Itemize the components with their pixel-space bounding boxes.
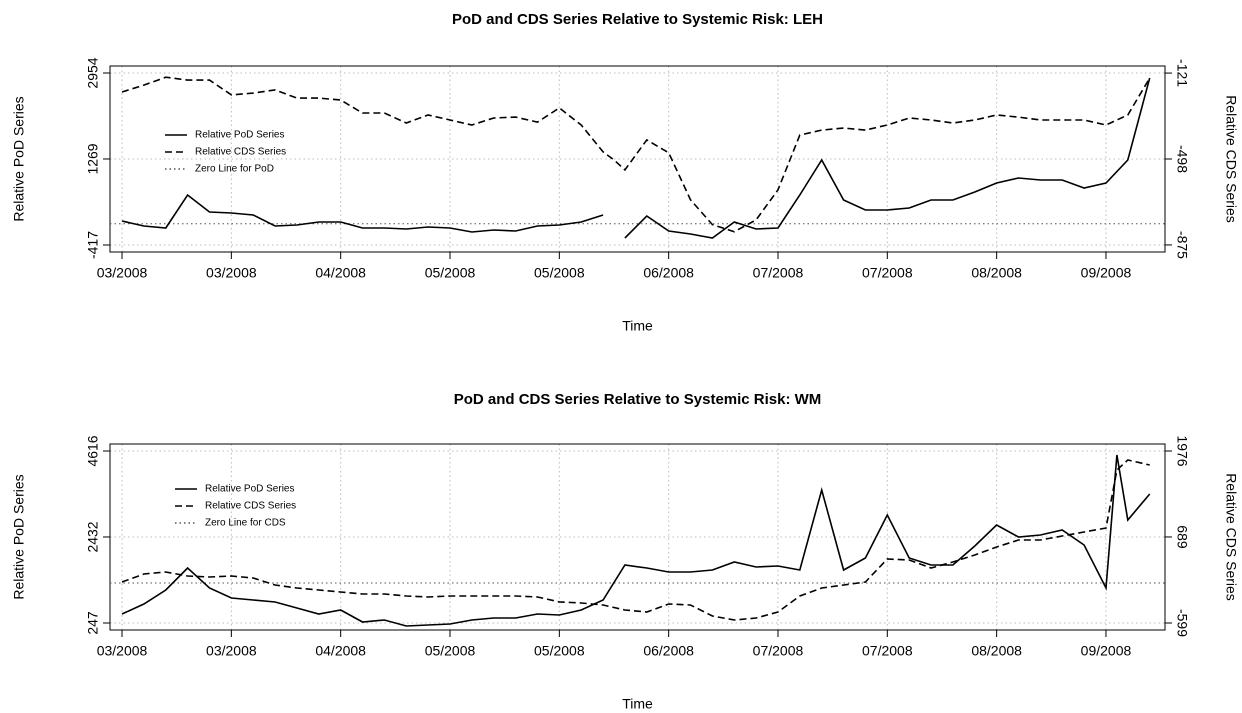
legend-label: Zero Line for PoD: [195, 164, 274, 175]
x-tick-label: 05/2008: [425, 265, 476, 281]
x-tick-label: 04/2008: [315, 643, 366, 659]
plot-frame: [109, 65, 1166, 253]
x-tick-label: 03/2008: [97, 265, 148, 281]
y2-axis-label: Relative CDS Series: [1223, 473, 1239, 601]
y-tick-label: -417: [85, 231, 101, 259]
x-tick-label: 06/2008: [643, 265, 694, 281]
x-tick-label: 03/2008: [97, 643, 148, 659]
line-series: [121, 454, 1151, 627]
legend-label: Relative CDS Series: [205, 501, 296, 512]
x-tick-label: 08/2008: [971, 643, 1022, 659]
x-tick-label: 05/2008: [425, 643, 476, 659]
x-tick-label: 03/2008: [206, 643, 257, 659]
x-tick-label: 05/2008: [534, 643, 585, 659]
y2-tick-label: 1976: [1174, 435, 1190, 466]
x-tick-label: 05/2008: [534, 265, 585, 281]
x-tick-label: 07/2008: [862, 265, 913, 281]
y2-tick-label: -121: [1174, 59, 1190, 87]
legend-label: Zero Line for CDS: [205, 518, 286, 529]
x-tick-label: 04/2008: [315, 265, 366, 281]
legend-label: Relative PoD Series: [195, 130, 284, 141]
y2-tick-label: -875: [1174, 231, 1190, 259]
line-series: [121, 459, 1150, 621]
y-tick-label: 247: [85, 611, 101, 635]
y-tick-label: 2432: [85, 521, 101, 552]
x-tick-label: 07/2008: [862, 643, 913, 659]
x-tick-label: 03/2008: [206, 265, 257, 281]
y-tick-label: 1269: [85, 143, 101, 174]
plot-frame: [109, 443, 1166, 631]
y2-axis-label: Relative CDS Series: [1223, 95, 1239, 223]
x-tick-label: 07/2008: [753, 643, 804, 659]
x-axis-label: Time: [622, 696, 653, 712]
y-axis-label: Relative PoD Series: [11, 474, 27, 599]
y-tick-label: 4616: [85, 435, 101, 466]
y2-tick-label: -498: [1174, 145, 1190, 173]
legend-label: Relative CDS Series: [195, 147, 286, 158]
x-tick-label: 08/2008: [971, 265, 1022, 281]
line-series: [121, 77, 1151, 239]
x-tick-label: 07/2008: [753, 265, 804, 281]
y2-tick-label: -599: [1174, 609, 1190, 637]
y-tick-label: 2954: [85, 57, 101, 88]
x-tick-label: 09/2008: [1081, 643, 1132, 659]
x-tick-label: 06/2008: [643, 643, 694, 659]
y2-tick-label: 689: [1174, 525, 1190, 549]
y-axis-label: Relative PoD Series: [11, 96, 27, 221]
x-tick-label: 09/2008: [1081, 265, 1132, 281]
legend-label: Relative PoD Series: [205, 484, 294, 495]
chart-title: PoD and CDS Series Relative to Systemic …: [454, 391, 822, 408]
chart-title: PoD and CDS Series Relative to Systemic …: [452, 11, 823, 28]
line-series: [121, 76, 1151, 233]
x-axis-label: Time: [622, 318, 653, 334]
